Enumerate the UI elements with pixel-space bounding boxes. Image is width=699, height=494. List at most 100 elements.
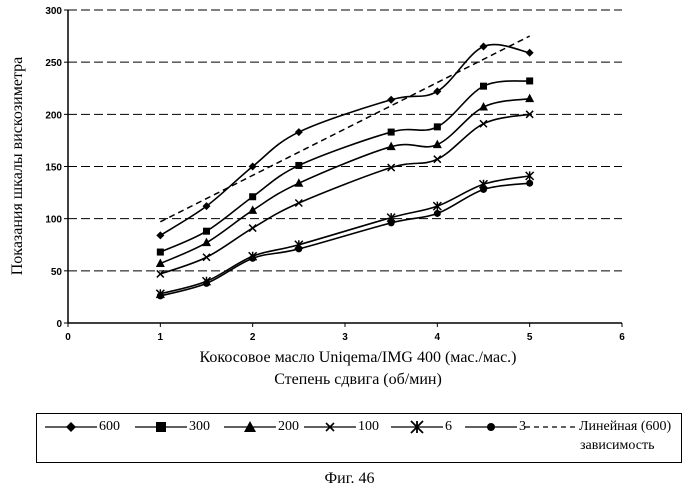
legend-item-200: 200: [222, 418, 299, 436]
point-300-0: [156, 248, 164, 256]
series-600: [156, 42, 534, 240]
point-100-0: [156, 269, 165, 278]
point-300-7: [526, 77, 534, 85]
point-200-2: [248, 205, 258, 214]
point-3-4: [387, 219, 395, 227]
point-3-5: [433, 209, 441, 217]
point-100-4: [387, 163, 396, 172]
point-600-3: [294, 128, 303, 137]
point-300-3: [295, 161, 303, 169]
x-tick-label: 2: [250, 332, 256, 343]
legend: 600 300 200 100 6 3 Линейная (600: [36, 413, 682, 463]
y-tick-label: 150: [45, 163, 62, 174]
point-200-6: [479, 102, 488, 111]
legend-item-3: 3: [463, 418, 526, 436]
point-600-6: [479, 42, 488, 51]
legend-label-3: 3: [519, 419, 526, 434]
point-600-1: [202, 202, 211, 211]
point-600-5: [433, 87, 442, 96]
legend-line-circle: [465, 422, 517, 431]
series-line-200: [160, 97, 530, 265]
legend-label-trendline-line2: зависимость: [580, 438, 655, 453]
point-6-7: [525, 171, 535, 181]
legend-item-300: 300: [133, 418, 210, 436]
x-tick-label: 0: [65, 332, 71, 343]
x-axis-title-line1: Кокосовое масло Uniqema/IMG 400 (мас./ма…: [199, 349, 516, 366]
legend-line-dashed: [525, 426, 577, 428]
y-axis-title: Показания шкалы вискозиметра: [9, 57, 26, 276]
x-tick-label: 3: [342, 332, 348, 343]
chart-svg: 0 50 100 150 200 250 300 0 1 2 3 4 5 6 Показания шка…: [9, 6, 625, 388]
series-6: [155, 171, 535, 299]
y-tick-label: 0: [56, 319, 62, 330]
legend-line-zhe: [391, 420, 443, 434]
point-200-3: [294, 178, 304, 187]
point-300-6: [480, 82, 487, 90]
point-3-3: [295, 245, 303, 253]
y-tick-label: 250: [45, 58, 62, 69]
point-3-1: [203, 279, 210, 287]
series-line-6: [160, 175, 530, 295]
x-tick-label: 1: [158, 332, 164, 343]
point-600-2: [248, 162, 257, 171]
trendline-600: [159, 35, 531, 223]
series-line-3: [160, 182, 530, 297]
legend-line-triangle: [224, 420, 276, 432]
series-300: [156, 77, 534, 256]
figure-caption: Фиг. 46: [324, 470, 375, 487]
point-100-3: [294, 198, 303, 208]
legend-item-6: 6: [389, 418, 452, 436]
legend-line-x: [304, 422, 356, 432]
point-3-6: [480, 185, 487, 193]
point-600-4: [387, 95, 396, 104]
point-100-5: [433, 155, 442, 164]
point-300-1: [203, 227, 210, 235]
x-tick-label: 6: [619, 332, 625, 343]
legend-item-600: 600: [43, 418, 120, 436]
point-100-6: [479, 119, 488, 128]
legend-item-trendline: Линейная (600): [523, 418, 671, 436]
point-3-7: [526, 179, 534, 187]
series-3: [156, 179, 534, 300]
x-axis-title-line2: Степень сдвига (об/мин): [274, 371, 442, 388]
legend-line-diamond: [45, 421, 97, 432]
point-200-0: [155, 258, 165, 268]
point-300-4: [387, 128, 395, 136]
x-tick-label: 5: [527, 332, 533, 343]
legend-label-200: 200: [278, 419, 299, 434]
point-100-2: [248, 224, 257, 233]
point-100-1: [202, 253, 211, 262]
legend-label-6: 6: [445, 419, 452, 434]
legend-line-square: [135, 421, 187, 432]
series-line-600: [159, 43, 530, 237]
point-300-2: [249, 193, 257, 201]
point-3-2: [249, 254, 257, 262]
point-600-0: [156, 231, 165, 240]
y-tick-label: 300: [45, 6, 62, 17]
point-200-7: [525, 93, 535, 103]
point-200-1: [202, 237, 211, 247]
point-600-7: [525, 48, 534, 57]
legend-item-100: 100: [302, 418, 379, 436]
legend-label-100: 100: [358, 419, 379, 434]
legend-label-600: 600: [99, 419, 120, 434]
series-line-100: [160, 113, 530, 275]
point-300-5: [433, 123, 441, 131]
legend-label-300: 300: [189, 419, 210, 434]
y-tick-labels: 0 50 100 150 200 250 300: [45, 6, 62, 330]
y-tick-label: 50: [51, 267, 63, 278]
series-line-300: [160, 80, 530, 253]
series-100: [156, 110, 534, 278]
y-tick-label: 100: [45, 215, 62, 226]
legend-label-trendline: Линейная (600): [579, 419, 672, 434]
point-200-5: [432, 139, 442, 149]
point-6-5: [432, 201, 442, 211]
y-tick-label: 200: [45, 110, 62, 121]
point-3-0: [156, 292, 164, 300]
point-100-7: [525, 110, 534, 119]
trendline-layer: [159, 35, 531, 223]
point-200-4: [386, 141, 396, 151]
series-layer: [155, 42, 535, 300]
x-tick-labels: 0 1 2 3 4 5 6: [65, 323, 625, 343]
gridlines: [64, 9, 622, 324]
